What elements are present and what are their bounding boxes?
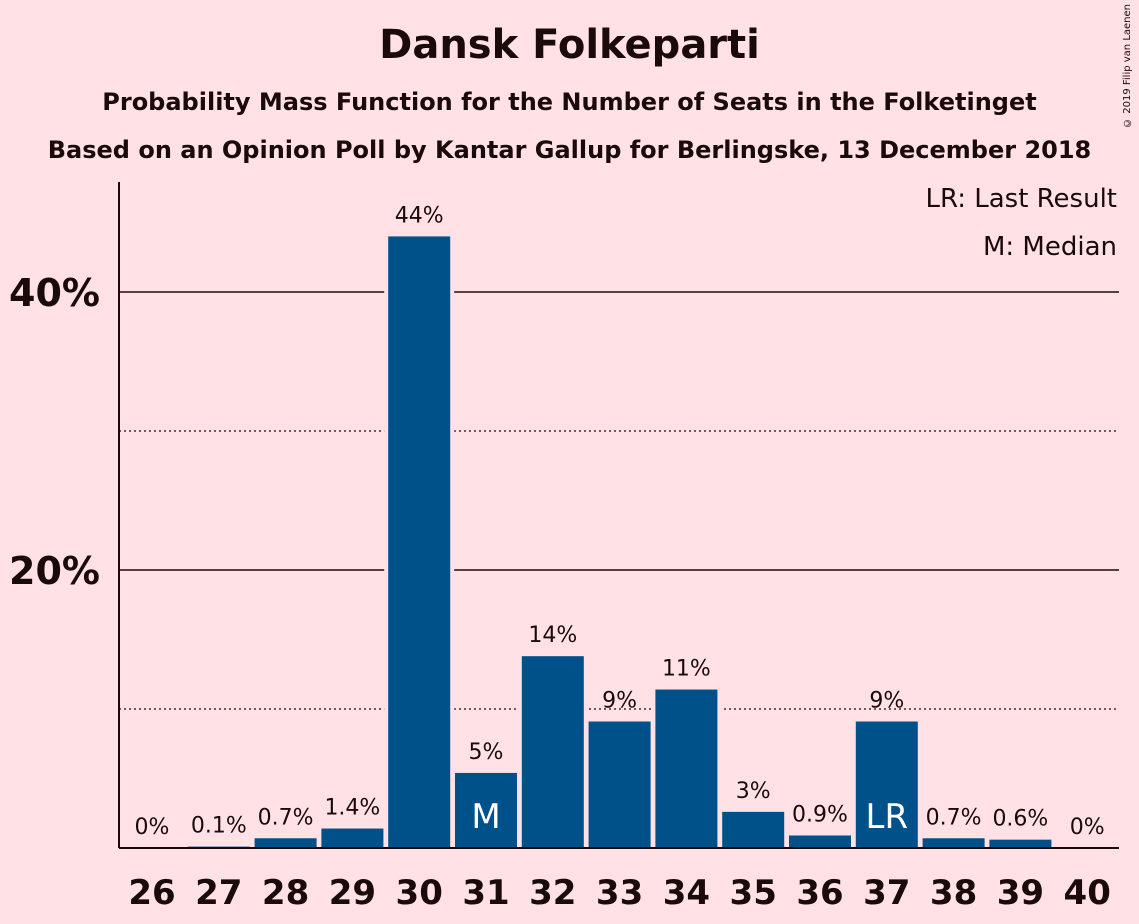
bar-value-label: 0.7% (258, 805, 314, 830)
x-tick-label: 38 (930, 873, 977, 913)
bar-value-label: 1.4% (324, 796, 380, 821)
bar-value-label: 0.1% (191, 814, 247, 839)
bar (254, 838, 317, 848)
chart-subtitle: Probability Mass Function for the Number… (102, 88, 1037, 116)
bar-value-label: 14% (528, 623, 577, 648)
legend-last-result: LR: Last Result (925, 184, 1117, 214)
bar (789, 835, 851, 848)
bar-value-label: 0.6% (992, 807, 1048, 832)
x-tick-label: 40 (1064, 873, 1111, 913)
x-tick-label: 33 (596, 873, 643, 913)
bar-value-label: 3% (736, 779, 771, 804)
bar-value-label: 11% (662, 657, 711, 682)
bar (321, 828, 384, 848)
bar-value-label: 0% (135, 815, 170, 840)
bar (989, 839, 1052, 848)
y-tick-label: 40% (9, 271, 100, 315)
bar (655, 689, 718, 848)
bar-value-label: 0% (1070, 815, 1105, 840)
x-tick-label: 26 (128, 873, 175, 913)
x-tick-label: 27 (195, 873, 242, 913)
chart-source-line: Based on an Opinion Poll by Kantar Gallu… (47, 136, 1092, 164)
x-tick-label: 31 (462, 873, 509, 913)
median-marker: M (471, 797, 500, 837)
legend-median: M: Median (982, 232, 1117, 262)
x-tick-label: 34 (663, 873, 710, 913)
bar-value-label: 44% (395, 203, 444, 228)
chart-title: Dansk Folkeparti (379, 22, 760, 68)
bar (455, 772, 517, 848)
x-tick-label: 28 (262, 873, 309, 913)
x-tick-label: 39 (997, 873, 1044, 913)
bar-value-label: 5% (469, 740, 504, 765)
x-tick-label: 32 (529, 873, 576, 913)
bar-value-label: 9% (869, 689, 904, 714)
last-result-marker: LR (866, 797, 909, 837)
bar-value-label: 0.7% (926, 805, 982, 830)
bar (588, 721, 651, 848)
x-tick-label: 29 (329, 873, 376, 913)
bar (855, 721, 918, 848)
x-tick-label: 35 (730, 873, 777, 913)
bar-value-label: 9% (602, 689, 637, 714)
bar (922, 838, 985, 848)
bar-value-label: 0.9% (792, 802, 848, 827)
x-tick-label: 36 (796, 873, 843, 913)
x-tick-label: 30 (396, 873, 443, 913)
y-tick-label: 20% (9, 549, 100, 593)
x-tick-label: 37 (863, 873, 910, 913)
bar (388, 236, 451, 848)
bar (521, 656, 584, 848)
bar (722, 811, 785, 848)
